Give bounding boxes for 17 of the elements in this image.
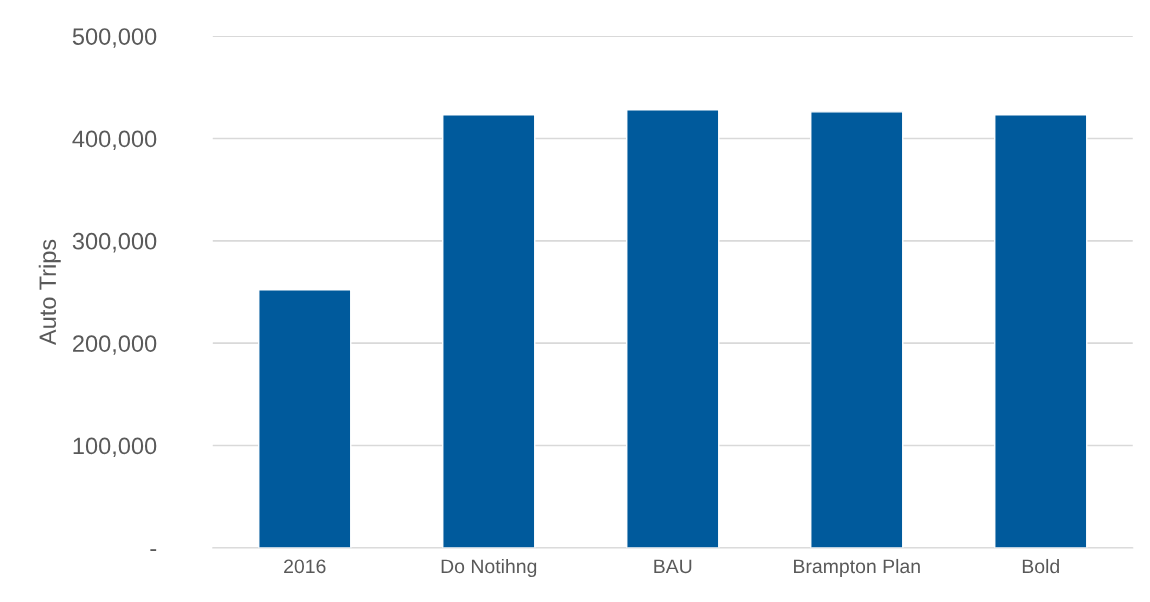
y-tick-label: - — [150, 549, 157, 552]
bar — [994, 114, 1088, 548]
y-axis-title: Auto Trips — [38, 239, 61, 346]
x-tick-label: BAU — [654, 559, 692, 574]
x-tick-label: Bold — [1022, 558, 1059, 574]
y-tick-label: 400,000 — [72, 130, 157, 151]
y-tick-label: 100,000 — [73, 437, 157, 458]
x-tick-label: 2016 — [284, 559, 326, 574]
x-tick-label: Do Notihng — [441, 558, 537, 578]
bar — [442, 114, 536, 548]
x-tick-label: Brampton Plan — [794, 558, 920, 578]
y-tick-label: 500,000 — [72, 28, 157, 48]
bar — [810, 111, 904, 548]
bar — [258, 289, 352, 548]
y-tick-label: 200,000 — [73, 335, 157, 355]
y-tick-label: 300,000 — [72, 232, 157, 253]
bar — [626, 109, 720, 548]
